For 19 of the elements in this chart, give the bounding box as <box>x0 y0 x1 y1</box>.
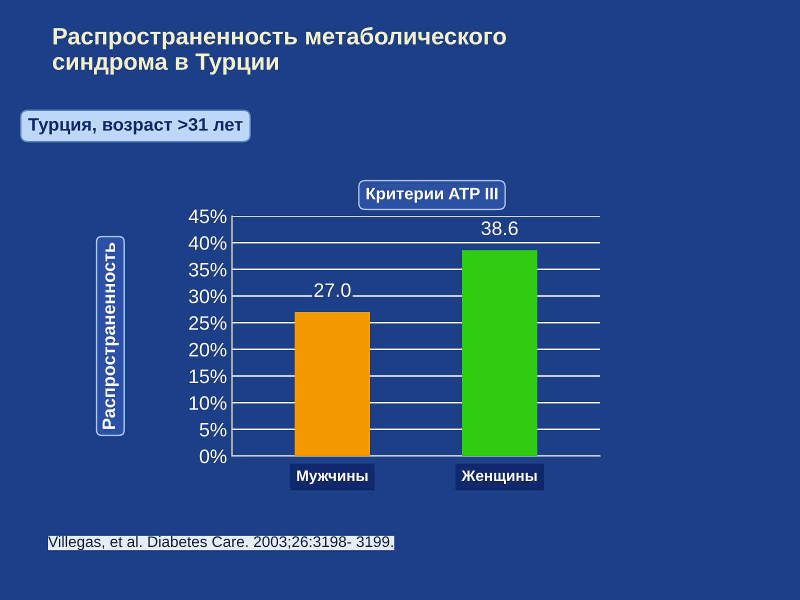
y-axis-title: Распространенность <box>102 242 119 429</box>
y-tick-label: 5% <box>200 422 226 437</box>
text: Турция, возраст >31 лет <box>28 118 243 134</box>
text: Villegas, et al. Diabetes Care. 2003;26:3198- 3199. <box>48 536 393 550</box>
y-tick-label: 20% <box>189 342 226 357</box>
chart-title: Распространенность метаболического синдрома в Турции <box>52 27 506 75</box>
y-tick-label: 15% <box>190 370 226 384</box>
text: Критерии ATP III <box>366 188 498 203</box>
data-label: 27.0 <box>314 283 351 298</box>
y-tick-label: 25% <box>189 316 226 330</box>
y-tick-label: 40% <box>188 236 226 250</box>
data-label: 38.6 <box>481 221 518 236</box>
y-tick-label: 10% <box>190 396 226 410</box>
y-tick-label: 45% <box>188 210 226 224</box>
y-tick-label: 30% <box>188 289 226 304</box>
y-tick-label: 0% <box>200 449 226 464</box>
x-tick-label: Мужчины <box>297 470 368 484</box>
x-tick-label: Женщины <box>462 470 537 484</box>
y-tick-label: 35% <box>188 262 226 277</box>
